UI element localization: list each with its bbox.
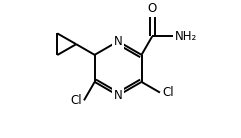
Text: Cl: Cl	[70, 94, 82, 107]
Text: Cl: Cl	[162, 86, 174, 99]
Text: N: N	[114, 35, 122, 48]
Text: O: O	[147, 2, 157, 15]
Text: NH₂: NH₂	[175, 30, 198, 43]
Text: N: N	[114, 89, 122, 102]
